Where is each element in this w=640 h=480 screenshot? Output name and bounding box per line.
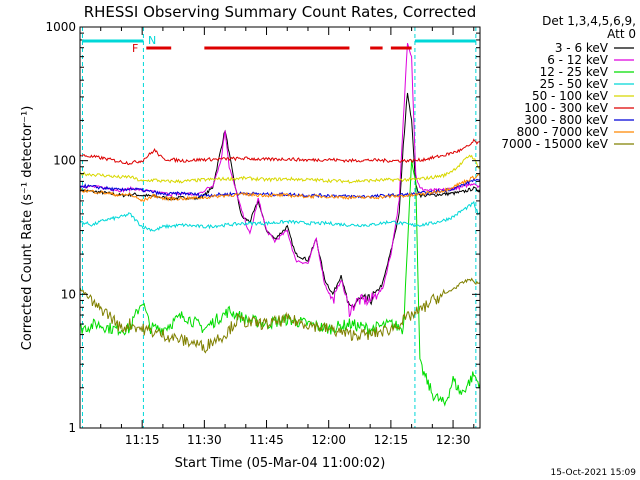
y-axis-label: Corrected Count Rate (s⁻¹ detector⁻¹): [20, 106, 35, 351]
plot-frame: [79, 26, 481, 429]
series-line-4: [80, 154, 480, 184]
y-tick-label: 1: [68, 421, 76, 435]
night-marker-label: N: [148, 34, 156, 47]
x-tick-label: 12:30: [436, 433, 471, 447]
legend-header-1: Det 1,3,4,5,6,9,: [542, 14, 636, 28]
series-line-2: [80, 159, 480, 407]
legend-label: 25 - 50 keV: [540, 77, 609, 91]
x-tick-label: 11:30: [187, 433, 222, 447]
legend-label: 12 - 25 keV: [540, 65, 609, 79]
y-axis: 1 10 100 1000: [45, 20, 480, 435]
plot-area: [80, 27, 480, 428]
flare-marker-label: F: [132, 42, 138, 55]
series-line-7: [80, 174, 480, 203]
series-line-3: [80, 200, 480, 232]
legend-label: 3 - 6 keV: [555, 41, 609, 55]
x-tick-label: 12:00: [311, 433, 346, 447]
y-tick-label: 10: [61, 287, 76, 301]
series-line-0: [80, 92, 480, 309]
legend-label: 100 - 300 keV: [524, 101, 608, 115]
series-line-6: [80, 177, 480, 200]
series-line-8: [80, 277, 480, 354]
chart-title: RHESSI Observing Summary Count Rates, Co…: [84, 3, 477, 21]
x-axis-label: Start Time (05-Mar-04 11:00:02): [175, 456, 386, 471]
x-tick-label: 11:15: [125, 433, 160, 447]
legend-header-2: Att 0: [607, 27, 636, 41]
series-line-5: [80, 138, 480, 166]
y-tick-label: 1000: [45, 20, 76, 34]
footer-date: 15-Oct-2021 15:09: [551, 468, 637, 478]
y-tick-label: 100: [53, 154, 76, 168]
legend-label: 50 - 100 keV: [532, 89, 609, 103]
legend-label: 300 - 800 keV: [524, 113, 608, 127]
x-tick-label: 12:15: [374, 433, 409, 447]
mode-markers: N F: [82, 34, 476, 55]
legend-label: 800 - 7000 keV: [517, 125, 609, 139]
x-tick-label: 11:45: [249, 433, 284, 447]
legend-label: 6 - 12 keV: [547, 53, 609, 67]
legend-label: 7000 - 15000 keV: [501, 137, 608, 151]
x-axis: 11:15 11:30 11:45 12:00 12:15 12:30: [79, 27, 475, 447]
